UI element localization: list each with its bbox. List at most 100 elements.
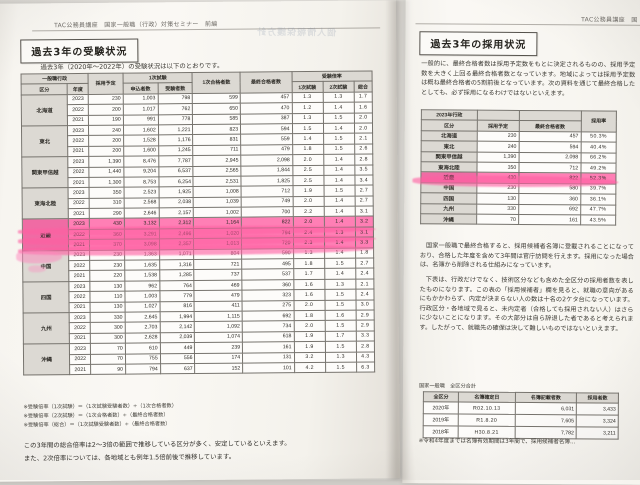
cell-rate: 49.2% (580, 162, 617, 174)
header-hire-division: 区分 (421, 120, 478, 131)
right-body-low: 下表は、行政だけでなく、技術区分なども含めた全区分の採用者数を表したものになりま… (419, 276, 634, 333)
cell-rt: 2.0 (354, 122, 373, 134)
left-footnotes: ※受験倍率（1次試験）＝（1次試験受験者数）÷（1次合格者数） ※受験倍率（2次試… (0, 0, 396, 428)
header-hired-count: 採用者数 (576, 392, 619, 404)
cell-exam: 779 (159, 290, 195, 302)
header-plan: 採用予定 (88, 73, 124, 95)
header-applicants: 申込者数 (122, 83, 158, 94)
cell-final: 2,098 (518, 152, 581, 163)
cell-rt: 2.1 (354, 133, 373, 144)
cell-plan: 230 (89, 249, 125, 261)
cell-r1: 2.5 (292, 175, 324, 186)
hired-summary-table: 全区分 名簿確定日 名簿記載者数 採用者数 2020年 R02.10.13 6,03… (422, 391, 619, 441)
cell-year: 2021 (68, 177, 90, 188)
cell-r2: 1.5 (323, 185, 355, 197)
cell-final: 360 (518, 193, 581, 205)
cell-exam: 1,245 (158, 145, 194, 156)
cell-final: 590 (241, 248, 294, 260)
cell-rt: 3.1 (354, 206, 374, 217)
header-division: 区分 (21, 84, 68, 95)
cell-apply: 1,635 (124, 259, 160, 271)
group-header-first-exam: 1次試験 (122, 72, 193, 84)
cell-r1: 1.3 (291, 112, 324, 124)
cell-apply: 2,523 (123, 187, 159, 198)
cell-r2: 1.4 (322, 102, 355, 113)
cell-r1: 1.8 (293, 310, 325, 322)
cell-exam: 816 (159, 301, 195, 312)
cell-apply: 755 (125, 353, 161, 365)
right-body-top: 一般的に、最終合格者数は採用予定数をもとに決定されるものの、採用予定数を大きく上… (421, 60, 636, 98)
cell-plan: 200 (88, 135, 124, 147)
cell-pass1: 239 (194, 342, 243, 354)
exam-table-body: 北海道 2023 230 1,003 798 599 457 1.3 1.3 1.7 2022 200… (21, 91, 375, 376)
closing-line-2: また、2次倍率については、各地域とも例年1.5倍前後で推移しています。 (23, 452, 236, 463)
running-head-right: TAC公務員講座 国 (581, 16, 638, 24)
cell-pass1: 804 (194, 248, 242, 260)
cell-year: 2023 (68, 187, 90, 199)
cell-date: R1.8.20 (458, 414, 516, 427)
cell-r2: 1.4 (323, 164, 355, 176)
cell-r2: 1.5 (324, 341, 357, 352)
cell-r2: 1.4 (323, 195, 355, 207)
cell-rt: 1.8 (355, 247, 374, 259)
cell-exam: 2,039 (159, 332, 195, 343)
cell-date: R02.10.13 (458, 402, 516, 415)
cell-plan: 190 (88, 114, 124, 126)
cell-pass1: 1,074 (194, 331, 243, 343)
header-ratio1: 1次試験 (291, 81, 323, 93)
cell-plan: 230 (476, 182, 519, 194)
cell-year: 2021 (69, 302, 91, 313)
cell-exam: 1,994 (159, 311, 195, 323)
cell-final: 323 (242, 289, 294, 301)
cell-plan: 310 (89, 197, 125, 209)
cell-plan: 290 (89, 208, 125, 219)
cell-r1: 4.2 (294, 362, 326, 373)
cell-pass1: 737 (194, 269, 242, 281)
cell-plan: 300 (90, 322, 126, 334)
cell-r1: 1.9 (293, 341, 326, 353)
cell-rt: 6.3 (356, 361, 375, 373)
cell-rt: 2.7 (355, 257, 374, 269)
cell-plan: 330 (476, 203, 519, 215)
cell-exam: 2,157 (158, 207, 194, 219)
cell-rt: 1.6 (353, 102, 373, 113)
cell-apply: 8,753 (123, 176, 159, 188)
cell-final: 161 (518, 214, 581, 226)
cell-r2: 1.5 (325, 362, 357, 373)
cell-rt: 3.4 (354, 174, 374, 186)
cell-final: 275 (242, 300, 294, 312)
cell-r2: 1.5 (322, 112, 355, 124)
cell-r2: 1.4 (323, 206, 355, 217)
cell-r2: 1.3 (325, 351, 357, 363)
cell-r2: 1.6 (324, 310, 356, 321)
region-cell: 東海北陸 (22, 187, 69, 220)
cell-listed: 7,605 (514, 414, 577, 428)
header-all-division: 全区分 (423, 391, 459, 403)
cell-region: 四国 (420, 192, 477, 204)
cell-year: 2022 (68, 198, 90, 209)
cell-final: 580 (518, 183, 581, 195)
footnote-3: ※受験倍率（総合）＝（1次試験受験者数）÷（最終合格者数） (23, 421, 171, 429)
hiring-table-body: 北海道 230 457 50.3% 東北 240 594 40.4% 関東甲信越 1,390 2,0… (420, 130, 617, 226)
header-examinees: 受験者数 (157, 82, 193, 94)
cell-region: 北海道 (421, 130, 478, 142)
cell-rt: 2.1 (355, 278, 374, 290)
group-header-region: 一般職行政 (21, 73, 89, 85)
cell-final: 712 (518, 162, 581, 174)
cell-r1: 2.3 (292, 237, 325, 249)
cell-exam: 1,316 (159, 259, 195, 271)
cell-pass1: 1,164 (193, 217, 242, 229)
cell-exam: 2,496 (159, 228, 194, 240)
header-ratio2: 2次試験 (322, 81, 354, 93)
cell-r1: 2.2 (292, 206, 324, 218)
hiring-caption-blank1 (477, 110, 520, 121)
cell-exam: 764 (159, 280, 195, 292)
cell-final: 101 (242, 362, 295, 374)
cell-rt: 3.3 (355, 330, 375, 342)
cell-final: 360 (241, 279, 294, 291)
cell-pass1: 1,020 (193, 227, 242, 239)
cell-r2: 1.7 (324, 330, 357, 342)
header-ratio-total: 総合 (353, 81, 373, 92)
cell-apply: 2,646 (124, 207, 159, 219)
cell-final: 594 (240, 123, 293, 135)
